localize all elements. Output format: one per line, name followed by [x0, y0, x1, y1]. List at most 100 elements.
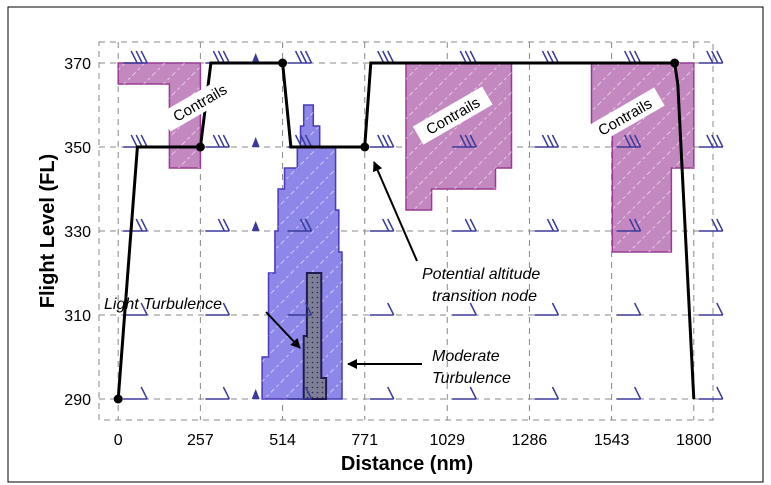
wind-barb-tick [222, 50, 231, 64]
regions [117, 62, 695, 400]
wind-barb [123, 302, 148, 316]
wind-barb [369, 386, 395, 400]
wind-barb-tick [382, 50, 390, 64]
wind-barb-tick [711, 50, 719, 64]
wind-barb-tick [716, 50, 724, 64]
wind-barb-tick [469, 218, 477, 232]
x-tick-label: 771 [351, 432, 378, 449]
transition-label-1: Potential altitude [422, 266, 540, 283]
wind-barb-tick [304, 218, 313, 232]
route-node [195, 142, 205, 152]
wind-barb-tick [551, 50, 560, 64]
x-tick-label: 1800 [676, 432, 712, 449]
wind-barb-tick [294, 134, 303, 148]
light-turbulence-arrow [265, 311, 301, 349]
y-tick-label: 330 [64, 224, 91, 241]
wind-barb-tick [387, 218, 395, 232]
transition-arrow [372, 161, 418, 262]
wind-barb-tick [217, 50, 226, 64]
wind-barb-tick [546, 218, 555, 232]
wind-barb [205, 134, 231, 148]
wind-barb-tick [716, 302, 724, 316]
wind-barb-tick [222, 218, 231, 232]
wind-barb [616, 134, 642, 148]
wind-barb [287, 218, 313, 232]
x-tick-label: 257 [187, 432, 214, 449]
wind-barb [698, 302, 724, 316]
contrails-hatch-1 [118, 63, 201, 168]
wind-barb-tick [551, 386, 560, 400]
wind-barb-tick [716, 386, 724, 400]
wind-barb-tick [304, 50, 313, 64]
wind-barb-tick [299, 50, 308, 64]
wind-barb-tick [135, 50, 143, 64]
y-tick-label: 310 [64, 308, 91, 325]
wind-barb-tick [459, 134, 467, 148]
wind-barb [287, 50, 313, 64]
x-axis-title: Distance (nm) [341, 453, 473, 475]
moderate-turbulence-dots [303, 273, 327, 399]
moderate-turbulence-label-2: Turbulence [432, 370, 511, 387]
route-node [278, 58, 288, 68]
wind-barb [616, 218, 642, 232]
wind-barb-tick [382, 134, 390, 148]
wind-barb-tick [469, 134, 477, 148]
y-tick-label: 370 [64, 56, 91, 73]
wind-pennant-extra [251, 221, 260, 231]
y-tick-label: 350 [64, 140, 91, 157]
wind-barb-tick [633, 50, 642, 64]
wind-barb-tick [546, 134, 555, 148]
wind-barb [205, 218, 231, 232]
route-node [113, 394, 123, 404]
x-tick-labels: 0 257 514 771 1029 1286 1543 1800 [114, 432, 712, 449]
wind-barb-tick [541, 50, 550, 64]
wind-barb [369, 134, 395, 148]
wind-barb [452, 302, 477, 316]
wind-barb-tick [628, 218, 637, 232]
transition-label-2: transition node [432, 288, 537, 305]
route-node [670, 58, 680, 68]
x-tick-label: 0 [114, 432, 123, 449]
wind-pennant-1 [251, 137, 260, 147]
wind-barb [534, 218, 560, 232]
route [113, 58, 696, 404]
y-axis-title: Flight Level (FL) [37, 154, 59, 308]
wind-barb-tick [551, 218, 560, 232]
wind-barb-tick [140, 50, 148, 64]
route-line [116, 61, 696, 400]
wind-barb [369, 218, 395, 232]
wind-barb-tick [304, 386, 313, 400]
x-tick-label: 1543 [594, 432, 630, 449]
wind-barb-tick [212, 50, 221, 64]
wind-barb-tick [140, 134, 148, 148]
wind-barb [452, 134, 477, 148]
wind-barb-tick [294, 50, 303, 64]
wind-barb-tick [217, 134, 226, 148]
wind-barb-tick [377, 134, 385, 148]
wind-barb-tick [135, 218, 143, 232]
wind-barb-tick [464, 134, 472, 148]
x-tick-label: 514 [269, 432, 296, 449]
wind-barb [452, 386, 477, 400]
wind-barb-tick [633, 218, 642, 232]
wind-barb-tick [464, 50, 472, 64]
wind-barb [123, 50, 148, 64]
wind-barb [698, 218, 724, 232]
wind-barb [534, 302, 560, 316]
wind-barb-tick [706, 50, 714, 64]
wind-barb-tick [628, 134, 637, 148]
wind-barb [205, 302, 231, 316]
wind-barb [534, 386, 560, 400]
wind-barb [287, 302, 313, 316]
wind-pennant-2 [251, 53, 260, 63]
wind-barb [698, 386, 724, 400]
wind-barb-tick [217, 218, 226, 232]
wind-barb-tick [135, 134, 143, 148]
wind-barb-tick [377, 50, 385, 64]
wind-barb [534, 134, 560, 148]
wind-barb [616, 302, 642, 316]
wind-barb [698, 134, 724, 148]
wind-barb-tick [299, 134, 308, 148]
wind-barb-tick [711, 134, 719, 148]
